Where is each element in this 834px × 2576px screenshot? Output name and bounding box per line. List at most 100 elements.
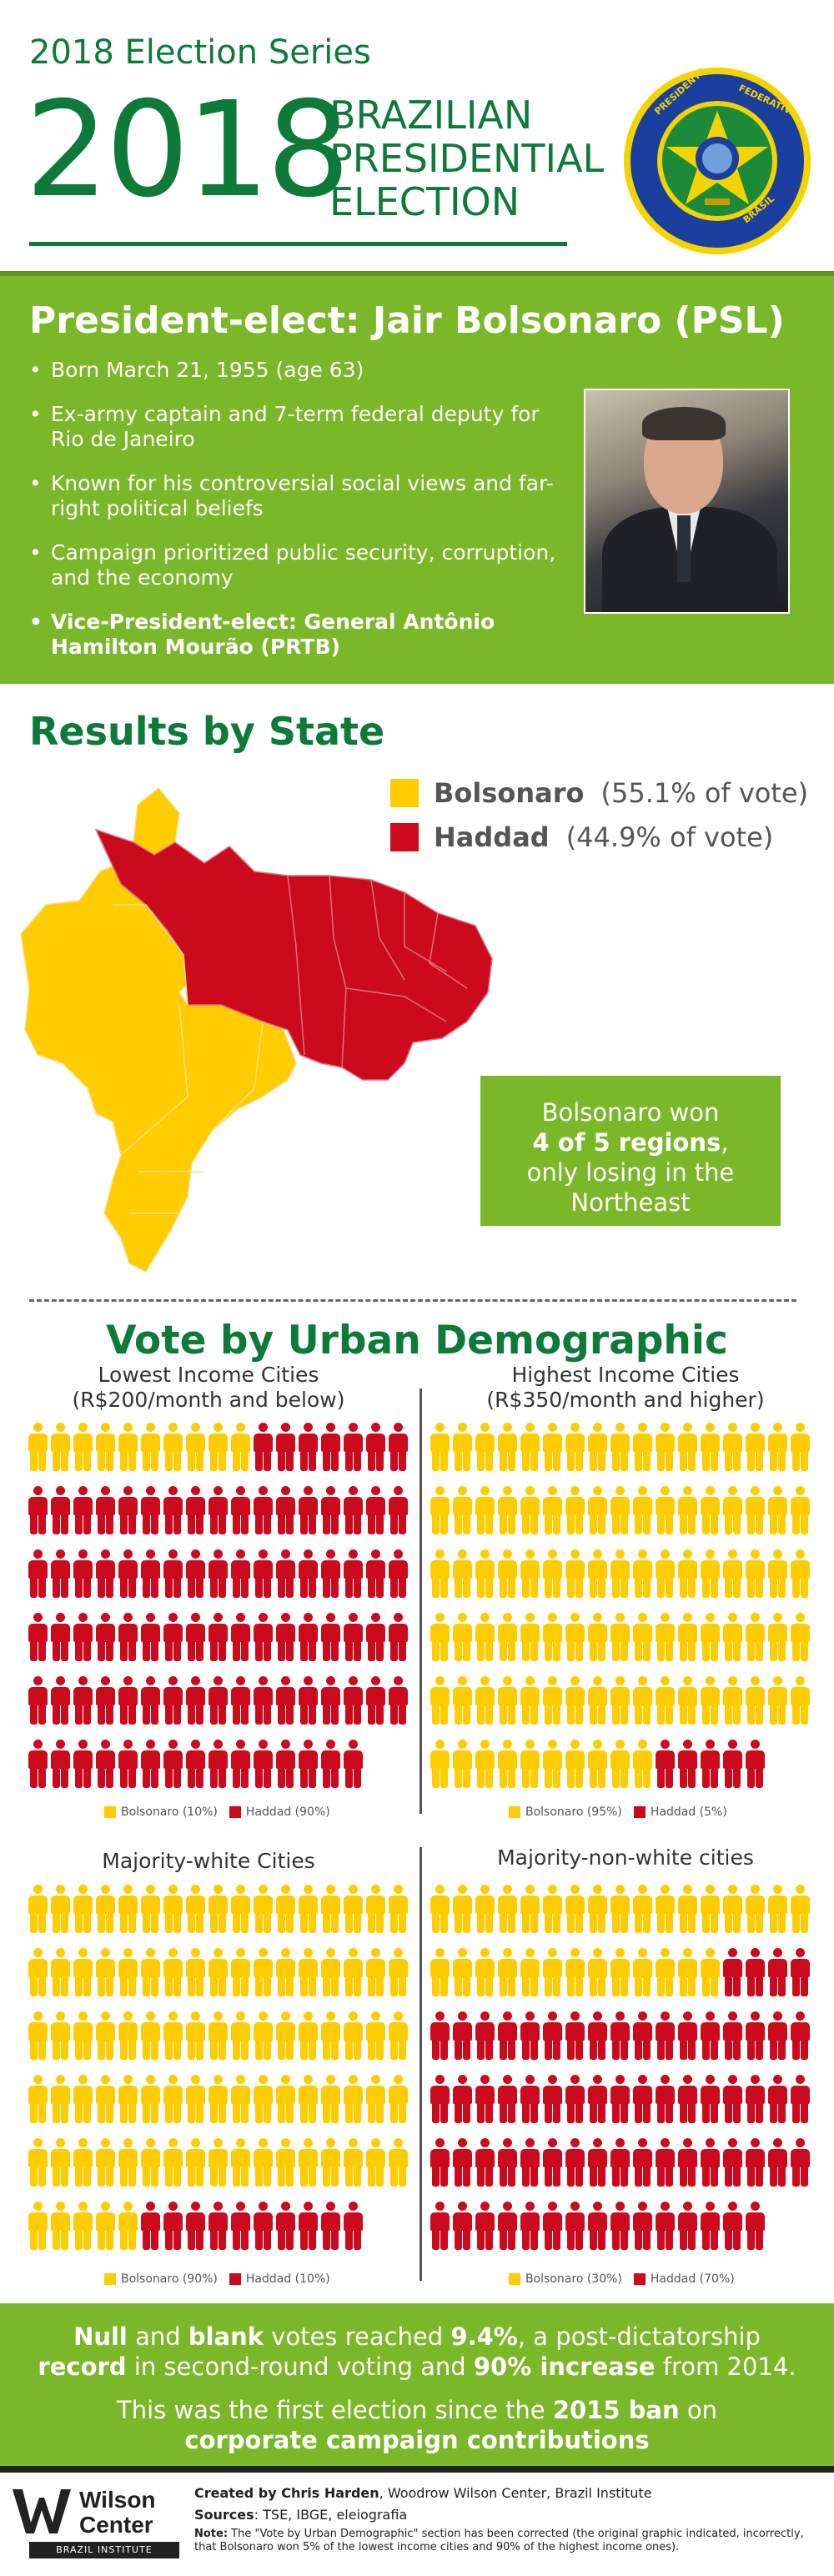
mini-swatch-haddad (633, 2273, 646, 2285)
person-icon-bolsonaro (700, 1676, 721, 1726)
person-icon-bolsonaro (50, 2138, 71, 2188)
person-icon-haddad (185, 1740, 206, 1790)
credits: Created by Chris Harden, Woodrow Wilson … (194, 2483, 828, 2554)
person-icon-haddad (677, 2011, 698, 2061)
person-icon-bolsonaro (610, 1613, 631, 1663)
panel-title-majority-white: Majority-white Cities (17, 1849, 400, 1874)
person-icon-haddad (140, 1549, 161, 1599)
person-icon-bolsonaro (185, 2075, 206, 2125)
person-icon-bolsonaro (655, 1486, 676, 1536)
person-icon-bolsonaro (677, 1948, 698, 1998)
text-first: This was the first election since the (117, 2396, 553, 2424)
person-icon-bolsonaro (28, 2138, 48, 2188)
person-icon-haddad (365, 1549, 386, 1599)
person-icon-haddad (497, 2011, 518, 2061)
person-icon-bolsonaro (208, 2075, 229, 2125)
mini-label-bolsonaro: Bolsonaro (95%) (525, 1805, 622, 1819)
sources-rest: : TSE, IBGE, eleiografia (254, 2507, 408, 2523)
panel-title-majority-non-white: Majority-non-white cities (434, 1845, 817, 1870)
person-icon-haddad (275, 1740, 296, 1790)
text-null: Null (73, 2322, 128, 2351)
person-icon-bolsonaro (73, 1948, 93, 1998)
person-icon-haddad (118, 1549, 138, 1599)
regions-comma: , (721, 1128, 729, 1157)
person-icon-bolsonaro (73, 1423, 93, 1473)
person-icon-haddad (497, 2202, 518, 2252)
person-icon-haddad (28, 1486, 48, 1536)
person-icon-haddad (73, 1676, 93, 1726)
panel-title-highest-income: Highest Income Cities (R$350/month and h… (434, 1363, 817, 1413)
person-icon-haddad (388, 1613, 409, 1663)
person-icon-bolsonaro (565, 1613, 585, 1663)
person-icon-haddad (343, 1549, 364, 1599)
person-icon-bolsonaro (275, 1948, 296, 1998)
person-icon-bolsonaro (185, 2011, 206, 2061)
bullet-vice-president: Vice-President-elect: General Antônio Ha… (29, 610, 563, 660)
person-icon-bolsonaro (587, 1740, 608, 1790)
person-icon-bolsonaro (790, 1885, 811, 1935)
person-icon-haddad (50, 1676, 71, 1726)
person-icon-bolsonaro (542, 1948, 563, 1998)
created-rest: , Woodrow Wilson Center, Brazil Institut… (379, 2485, 652, 2501)
person-icon-bolsonaro (118, 2138, 138, 2188)
mini-label-bolsonaro: Bolsonaro (10%) (121, 1805, 218, 1819)
person-icon-haddad (208, 1613, 229, 1663)
person-icon-haddad (298, 1676, 319, 1726)
person-icon-haddad (475, 2138, 495, 2188)
person-icon-bolsonaro (655, 1613, 676, 1663)
legend-pct-bolsonaro: (55.1% of vote) (600, 777, 809, 809)
person-icon-bolsonaro (253, 1885, 274, 1935)
regions-line-4: Northeast (570, 1188, 691, 1217)
person-icon-bolsonaro (565, 1948, 585, 1998)
credits-created: Created by Chris Harden, Woodrow Wilson … (194, 2483, 828, 2504)
person-icon-bolsonaro (73, 1885, 93, 1935)
person-icon-bolsonaro (275, 2075, 296, 2125)
legend-name-haddad: Haddad (434, 821, 550, 853)
person-icon-haddad (632, 2138, 653, 2188)
person-icon-haddad (50, 1549, 71, 1599)
election-title: BRAZILIAN PRESIDENTIAL ELECTION (329, 93, 604, 223)
regions-line-2: 4 of 5 regions, (480, 1127, 781, 1157)
person-icon-bolsonaro (722, 1885, 743, 1935)
person-icon-bolsonaro (28, 2011, 48, 2061)
person-icon-bolsonaro (320, 2138, 341, 2188)
person-icon-haddad (140, 1613, 161, 1663)
person-icon-bolsonaro (520, 1423, 540, 1473)
person-icon-bolsonaro (700, 1613, 721, 1663)
person-icon-bolsonaro (50, 2075, 71, 2125)
person-icon-haddad (700, 2011, 721, 2061)
person-icon-bolsonaro (767, 1423, 788, 1473)
person-icon-haddad (722, 2138, 743, 2188)
person-icon-bolsonaro (343, 1948, 364, 1998)
person-icon-haddad (677, 2075, 698, 2125)
person-icon-haddad (140, 1676, 161, 1726)
person-icon-bolsonaro (587, 1613, 608, 1663)
person-icon-bolsonaro (208, 2011, 229, 2061)
person-icon-haddad (298, 2202, 319, 2252)
person-icon-haddad (388, 1549, 409, 1599)
person-icon-haddad (520, 2138, 540, 2188)
map-haddad-region (94, 828, 493, 1081)
person-icon-bolsonaro (565, 1740, 585, 1790)
brazil-map (20, 786, 493, 1273)
person-icon-bolsonaro (140, 1948, 161, 1998)
person-icon-bolsonaro (745, 1423, 766, 1473)
bullet-born: Born March 21, 1955 (age 63) (29, 358, 563, 383)
person-icon-haddad (185, 1676, 206, 1726)
person-icon-bolsonaro (722, 1613, 743, 1663)
person-icon-bolsonaro (50, 1885, 71, 1935)
person-icon-bolsonaro (253, 2011, 274, 2061)
person-icon-haddad (320, 1486, 341, 1536)
person-icon-bolsonaro (430, 1613, 450, 1663)
mini-swatch-bolsonaro (509, 2273, 520, 2285)
person-icon-bolsonaro (388, 1948, 409, 1998)
person-icon-haddad (163, 1486, 183, 1536)
person-icon-haddad (298, 1549, 319, 1599)
person-icon-bolsonaro (520, 1486, 540, 1536)
person-icon-bolsonaro (163, 1885, 183, 1935)
person-icon-bolsonaro (610, 1948, 631, 1998)
person-icon-bolsonaro (388, 2011, 409, 2061)
person-icon-bolsonaro (497, 1486, 518, 1536)
person-icon-bolsonaro (298, 2075, 319, 2125)
legend-swatch-haddad (390, 823, 419, 851)
